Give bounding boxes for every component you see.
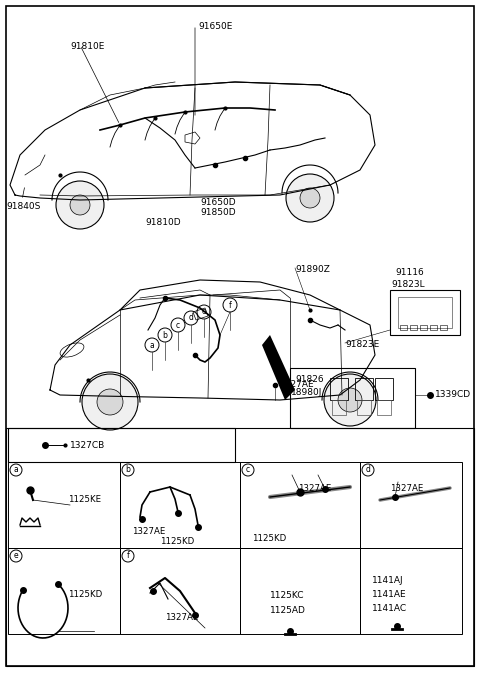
Circle shape <box>338 388 362 412</box>
Text: e: e <box>14 551 18 561</box>
Circle shape <box>300 188 320 208</box>
Text: 91826: 91826 <box>295 375 324 384</box>
Bar <box>6 428 474 666</box>
Bar <box>390 290 460 335</box>
Text: 1141AJ: 1141AJ <box>372 576 404 585</box>
Text: 1327AE: 1327AE <box>390 484 423 493</box>
Text: 1327AE: 1327AE <box>165 613 198 622</box>
Bar <box>240 548 360 634</box>
Bar <box>398 297 452 328</box>
Text: 1125KC: 1125KC <box>270 591 304 600</box>
Text: 1141AE: 1141AE <box>372 590 407 599</box>
Bar <box>375 378 393 400</box>
Text: 91890Z: 91890Z <box>295 265 330 274</box>
Bar <box>357 400 371 415</box>
Text: 1327AE: 1327AE <box>280 380 314 389</box>
Text: 91823E: 91823E <box>345 340 379 349</box>
Text: a: a <box>13 466 18 474</box>
Text: 91823L: 91823L <box>391 280 425 289</box>
Bar <box>420 325 427 330</box>
Text: 1327AE: 1327AE <box>298 484 331 493</box>
Bar <box>377 400 391 415</box>
Bar <box>400 325 407 330</box>
Bar <box>440 325 447 330</box>
Circle shape <box>56 181 104 229</box>
Text: 1125KD: 1125KD <box>68 590 102 599</box>
Text: 91810D: 91810D <box>145 218 180 227</box>
Bar <box>120 462 240 548</box>
Bar <box>8 548 120 634</box>
Text: 91650D: 91650D <box>200 198 236 207</box>
Text: 1339CD: 1339CD <box>435 390 471 399</box>
Text: 91850D: 91850D <box>200 208 236 217</box>
Polygon shape <box>262 335 295 400</box>
Text: 91810E: 91810E <box>70 42 104 51</box>
Text: d: d <box>366 466 371 474</box>
Text: 91650E: 91650E <box>198 22 232 31</box>
Text: f: f <box>228 301 231 310</box>
Polygon shape <box>185 132 200 144</box>
Text: b: b <box>163 330 168 339</box>
Text: 1125AD: 1125AD <box>270 606 306 615</box>
Text: 91840S: 91840S <box>6 202 40 211</box>
Bar <box>8 462 120 548</box>
Text: a: a <box>150 341 155 349</box>
Text: 18980J: 18980J <box>291 388 323 397</box>
Bar <box>355 378 373 400</box>
Text: 1125KD: 1125KD <box>252 534 286 543</box>
Circle shape <box>82 374 138 430</box>
Circle shape <box>324 374 376 426</box>
Bar <box>8 428 235 462</box>
Bar <box>290 368 415 428</box>
Text: c: c <box>176 320 180 330</box>
Bar <box>410 325 417 330</box>
Bar <box>332 400 346 415</box>
Circle shape <box>70 195 90 215</box>
Circle shape <box>286 174 334 222</box>
Polygon shape <box>193 308 208 320</box>
Bar <box>360 548 462 634</box>
Bar <box>430 325 437 330</box>
Text: c: c <box>246 466 250 474</box>
Text: e: e <box>202 308 206 316</box>
Text: 1125KE: 1125KE <box>68 495 101 505</box>
Text: 1141AC: 1141AC <box>372 604 407 613</box>
Text: b: b <box>126 466 131 474</box>
Text: 91116: 91116 <box>395 268 424 277</box>
Text: 1327CB: 1327CB <box>70 441 105 450</box>
Bar <box>240 462 360 548</box>
Bar <box>330 378 348 400</box>
Text: 1327AE: 1327AE <box>132 527 166 536</box>
Bar <box>360 462 462 548</box>
Text: d: d <box>189 314 193 322</box>
Text: 1125KD: 1125KD <box>160 537 194 546</box>
Circle shape <box>97 389 123 415</box>
Bar <box>120 548 240 634</box>
Text: f: f <box>127 551 130 561</box>
